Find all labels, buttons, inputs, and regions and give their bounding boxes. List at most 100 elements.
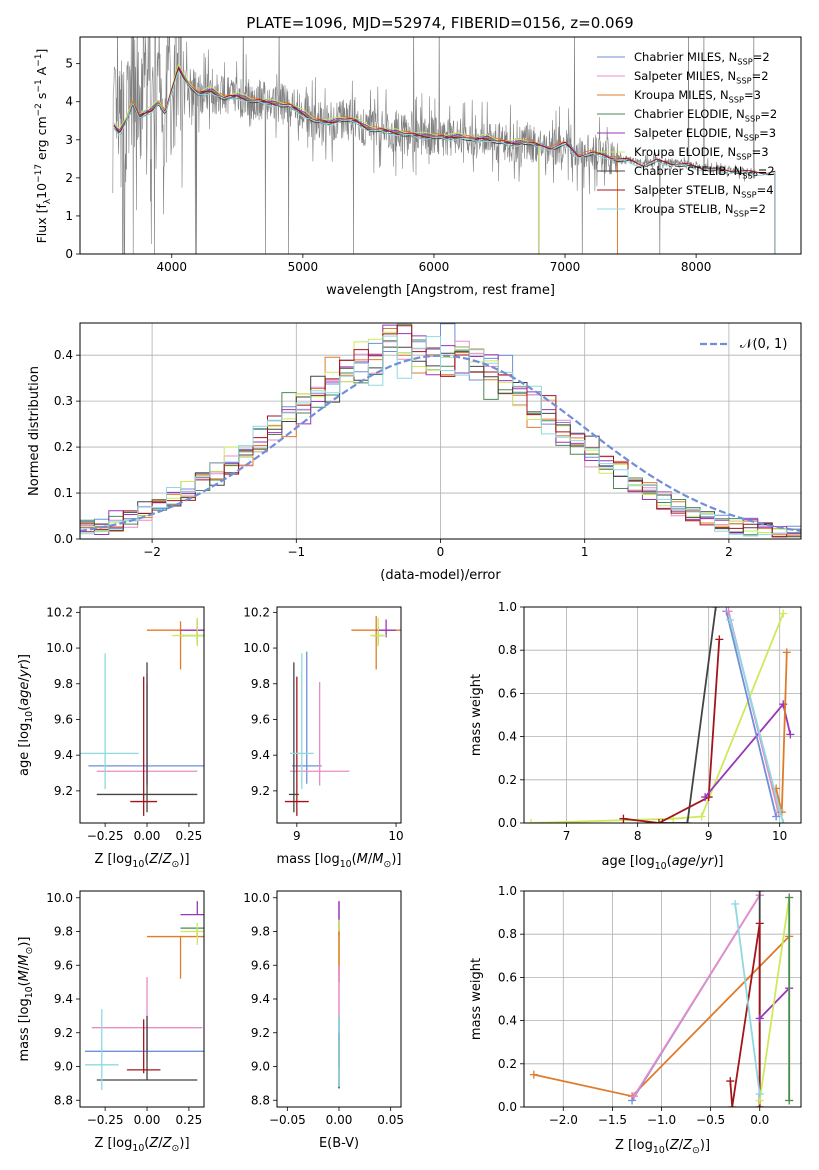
data-point	[126, 1019, 161, 1074]
plot-area-mass_vs_z	[85, 901, 204, 1091]
y-tick-label: 10.0	[46, 891, 73, 905]
spectrum-legend: Chabrier MILES, NSSP​=2 Salpeter MILES, N…	[597, 50, 777, 218]
x-tick-label: −1.0	[647, 1113, 676, 1127]
weight-marker	[683, 819, 692, 823]
y-tick-label: 0	[65, 247, 73, 261]
y-tick-label: 10.0	[46, 641, 73, 655]
y-tick-label: 5	[65, 57, 73, 71]
legend-label: Salpeter MILES, NSSP​=2	[634, 69, 769, 85]
y-axis-label: Normed distribution	[27, 366, 42, 496]
y-tick-label: 0.4	[54, 348, 73, 362]
axes-frame	[79, 36, 802, 255]
y-tick-label: 2	[65, 171, 73, 185]
normal-curve	[80, 354, 801, 532]
y-axis-label: mass [log10​(M/M⊙​)]	[17, 937, 35, 1062]
y-tick-label: 8.8	[251, 1093, 270, 1107]
data-point	[289, 653, 314, 790]
x-tick-label: 10	[772, 829, 787, 843]
axes-frame	[523, 606, 802, 824]
x-tick-label: −0.05	[269, 1113, 306, 1127]
weight-marker	[726, 1077, 735, 1086]
x-tick-label: 2	[725, 545, 733, 559]
x-tick-label: −1.5	[598, 1113, 627, 1127]
x-tick-label: 7	[563, 829, 571, 843]
weight-line	[623, 639, 721, 823]
weight-marker	[755, 891, 764, 895]
weight-marker	[697, 812, 706, 821]
legend-label: Kroupa MILES, NSSP​=3	[634, 88, 761, 104]
y-tick-label: 9.6	[251, 958, 270, 972]
y-axis-label: mass weight	[469, 958, 484, 1040]
x-axis-label: Z [log10​(Z/Z⊙​)]	[94, 1136, 189, 1154]
legend-label: Salpeter STELIB, NSSP​=4	[634, 183, 774, 199]
weight-line	[725, 611, 777, 817]
legend-label: Chabrier MILES, NSSP​=2	[634, 50, 770, 66]
weight-marker	[755, 1090, 764, 1099]
y-tick-label: 1	[65, 209, 73, 223]
axes-frame	[523, 890, 802, 1108]
y-axis-label: age [log10​(age/yr)]	[17, 654, 35, 776]
x-tick-label: 6000	[419, 260, 450, 274]
data-point	[80, 653, 139, 790]
y-tick-label: 9.2	[251, 784, 270, 798]
x-tick-label: −0.5	[696, 1113, 725, 1127]
model-line	[113, 67, 776, 254]
y-tick-label: 3	[65, 133, 73, 147]
axes-age_vs_mass: 9 10 9.2 9.4 9.6 9.8 10.0 10.2 mass [log10​(M/M⊙…	[243, 605, 403, 870]
y-tick-label: 9.4	[54, 992, 73, 1006]
histogram-step	[80, 335, 801, 537]
y-tick-label: 9.6	[54, 958, 73, 972]
x-tick-label: 9	[705, 829, 713, 843]
plot-area-spectrum	[112, 37, 776, 254]
x-tick-label: −2.0	[549, 1113, 578, 1127]
weight-marker	[619, 814, 628, 823]
y-tick-label: 9.8	[251, 677, 270, 691]
legend-label-normal: 𝒩(0, 1)	[740, 337, 787, 352]
x-tick-label: 0.05	[377, 1113, 404, 1127]
plot-area-residuals	[80, 323, 801, 538]
data-point	[376, 619, 397, 638]
weight-line	[662, 607, 717, 823]
y-tick-label: 1.0	[498, 884, 517, 898]
data-point	[180, 901, 204, 916]
weight-marker	[725, 615, 734, 624]
y-tick-label: 9.0	[251, 1060, 270, 1074]
x-tick-label: −1	[287, 545, 305, 559]
x-tick-label: 1	[581, 545, 589, 559]
plot-area-age_vs_z	[80, 617, 204, 816]
weight-marker	[724, 607, 733, 616]
data-point	[172, 617, 204, 647]
weight-marker	[711, 607, 720, 611]
x-tick-label: 0.00	[134, 829, 161, 843]
axes-mass_vs_z: −0.25 0.00 0.25 8.8 9.0 9.2 9.4 9.6 9.8 10.0 Z [lo…	[17, 890, 205, 1154]
weight-marker	[527, 819, 536, 823]
y-tick-label: 9.2	[54, 1026, 73, 1040]
x-tick-label: −0.25	[87, 1113, 124, 1127]
y-axis-label: Flux [fλ​10−17​ erg cm−2​ s−1​ A−1​]	[34, 49, 53, 244]
y-tick-label: 10.2	[46, 605, 73, 619]
weight-line	[734, 903, 761, 1095]
y-tick-label: 8.8	[54, 1093, 73, 1107]
weight-marker	[785, 893, 794, 902]
x-tick-label: 8	[634, 829, 642, 843]
y-tick-label: 9.4	[54, 748, 73, 762]
weight-marker	[529, 1070, 538, 1079]
axes-spectrum: 4000 5000 6000 7000 8000 0 1 2 3 4 5 Chabrier MILES…	[34, 36, 802, 298]
x-axis-label: Z [log10​(Z/Z⊙​)]	[615, 1138, 710, 1156]
x-axis-label: wavelength [Angstrom, rest frame]	[326, 283, 555, 298]
axes-frame	[276, 606, 402, 824]
weight-marker	[728, 1103, 737, 1107]
data-point	[289, 681, 350, 786]
y-tick-label: 10.0	[243, 891, 270, 905]
y-tick-label: 9.8	[54, 925, 73, 939]
y-tick-label: 0.3	[54, 394, 73, 408]
y-tick-label: 0.4	[498, 730, 517, 744]
axes-mass_vs_ebv: −0.05 0.00 0.05 8.8 9.0 9.2 9.4 9.6 9.8 10.0 E(B-V…	[243, 890, 404, 1151]
weight-marker	[755, 1014, 764, 1023]
y-tick-label: 9.6	[54, 712, 73, 726]
y-tick-label: 1.0	[498, 600, 517, 614]
y-tick-label: 0.0	[498, 1100, 517, 1114]
x-tick-label: 9	[293, 829, 301, 843]
x-axis-label: (data-model)/error	[380, 568, 501, 583]
